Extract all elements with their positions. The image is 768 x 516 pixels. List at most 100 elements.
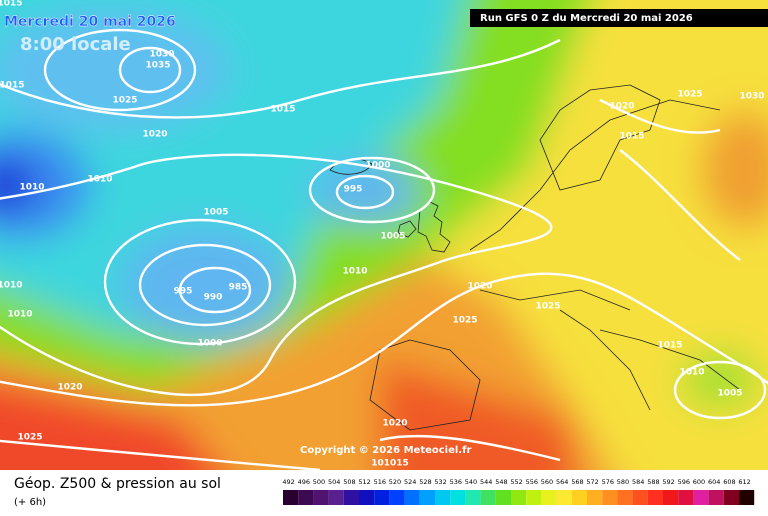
scale-swatch — [647, 490, 663, 505]
scale-label: 504 — [328, 478, 340, 486]
scale-label: 548 — [495, 478, 507, 486]
isobar-label: 995 — [344, 185, 363, 195]
scale-label: 600 — [693, 478, 705, 486]
scale-swatch — [480, 490, 496, 505]
scale-swatch — [541, 490, 557, 505]
scale-label: 524 — [404, 478, 416, 486]
isobar-label: 101015 — [371, 459, 409, 469]
scale-swatch — [678, 490, 694, 505]
scale-label: 588 — [647, 478, 659, 486]
scale-label: 520 — [389, 478, 401, 486]
scale-swatch — [313, 490, 329, 505]
isobar-label: 1030 — [149, 50, 174, 60]
scale-swatch — [404, 490, 420, 505]
isobar-label: 1010 — [87, 175, 112, 185]
map-time: 8:00 locale — [20, 34, 131, 55]
scale-label: 568 — [571, 478, 583, 486]
scale-label: 540 — [465, 478, 477, 486]
isobar-label: 1035 — [145, 61, 170, 71]
scale-label: 508 — [343, 478, 355, 486]
isobar-label: 1015 — [270, 105, 295, 115]
scale-swatch — [617, 490, 633, 505]
scale-swatch — [693, 490, 709, 505]
isobar-label: 1015 — [619, 132, 644, 142]
scale-swatch — [587, 490, 603, 505]
scale-label: 500 — [313, 478, 325, 486]
isobar-label: 1010 — [7, 310, 32, 320]
isobar-label: 1000 — [197, 339, 222, 349]
scale-label: 512 — [358, 478, 370, 486]
scale-label: 536 — [450, 478, 462, 486]
isobar-label: 1025 — [17, 433, 42, 443]
isobar-label: 1020 — [382, 419, 407, 429]
isobar-label: 1025 — [452, 316, 477, 326]
isobar-label: 1030 — [739, 92, 764, 102]
scale-label: 576 — [602, 478, 614, 486]
scale-swatch — [571, 490, 587, 505]
isobar-label: 1005 — [203, 208, 228, 218]
scale-label: 608 — [723, 478, 735, 486]
scale-swatch — [328, 490, 344, 505]
scale-label: 528 — [419, 478, 431, 486]
forecast-step: (+ 6h) — [14, 497, 46, 508]
scale-swatch — [465, 490, 481, 505]
scale-label: 552 — [510, 478, 522, 486]
scale-swatch — [602, 490, 618, 505]
scale-swatch — [450, 490, 466, 505]
isobars — [0, 28, 768, 470]
copyright: Copyright © 2026 Meteociel.fr — [300, 445, 471, 456]
scale-label: 584 — [632, 478, 644, 486]
color-scale: 492 496 500 504 508 512 516 520 524 528 532 536 540 5… — [282, 478, 755, 505]
run-info: Run GFS 0 Z du Mercredi 20 mai 2026 — [480, 13, 693, 24]
scale-label: 556 — [526, 478, 538, 486]
map-date: Mercredi 20 mai 2026 — [4, 14, 176, 30]
isobar-label: 995 — [174, 287, 193, 297]
scale-swatch — [511, 490, 527, 505]
scale-swatch — [663, 490, 679, 505]
scale-swatch — [389, 490, 405, 505]
isobar-label: 1010 — [19, 183, 44, 193]
isobar-label: 1025 — [535, 302, 560, 312]
scale-label: 604 — [708, 478, 720, 486]
isobar-label: 1010 — [679, 368, 704, 378]
scale-swatch — [632, 490, 648, 505]
isobar-label: 1015 — [0, 81, 25, 91]
isobar-label: 1015 — [657, 341, 682, 351]
isobar-label: 1020 — [467, 282, 492, 292]
scale-label: 544 — [480, 478, 492, 486]
isobar-label: 985 — [229, 283, 248, 293]
isobar-label: 1020 — [57, 383, 82, 393]
scale-swatch — [556, 490, 572, 505]
scale-swatch — [708, 490, 724, 505]
scale-swatch — [343, 490, 359, 505]
scale-swatch — [283, 490, 299, 505]
scale-swatch — [359, 490, 375, 505]
scale-label: 492 — [282, 478, 294, 486]
scale-swatch — [739, 490, 755, 505]
scale-swatch — [526, 490, 542, 505]
isobar-label: 1025 — [677, 90, 702, 100]
scale-swatch — [723, 490, 739, 505]
run-box — [470, 9, 768, 27]
isobar-label: 990 — [204, 293, 223, 303]
isobar-label: 1020 — [142, 130, 167, 140]
isobar-label: 1010 — [0, 281, 23, 291]
scale-label: 496 — [298, 478, 310, 486]
scale-label: 592 — [662, 478, 674, 486]
isobar-label: 1005 — [717, 389, 742, 399]
scale-label: 596 — [678, 478, 690, 486]
isobar-label: 1025 — [112, 96, 137, 106]
scale-label: 532 — [434, 478, 446, 486]
scale-swatch — [374, 490, 390, 505]
scale-label: 580 — [617, 478, 629, 486]
scale-label: 564 — [556, 478, 568, 486]
isobar-label: 1015 — [0, 0, 23, 9]
scale-label: 560 — [541, 478, 553, 486]
isobar-label: 1010 — [342, 267, 367, 277]
legend-title: Géop. Z500 & pression au sol — [14, 476, 221, 492]
scale-label: 572 — [586, 478, 598, 486]
scale-swatch — [495, 490, 511, 505]
scale-label: 516 — [374, 478, 386, 486]
isobar-label: 1000 — [365, 161, 390, 171]
